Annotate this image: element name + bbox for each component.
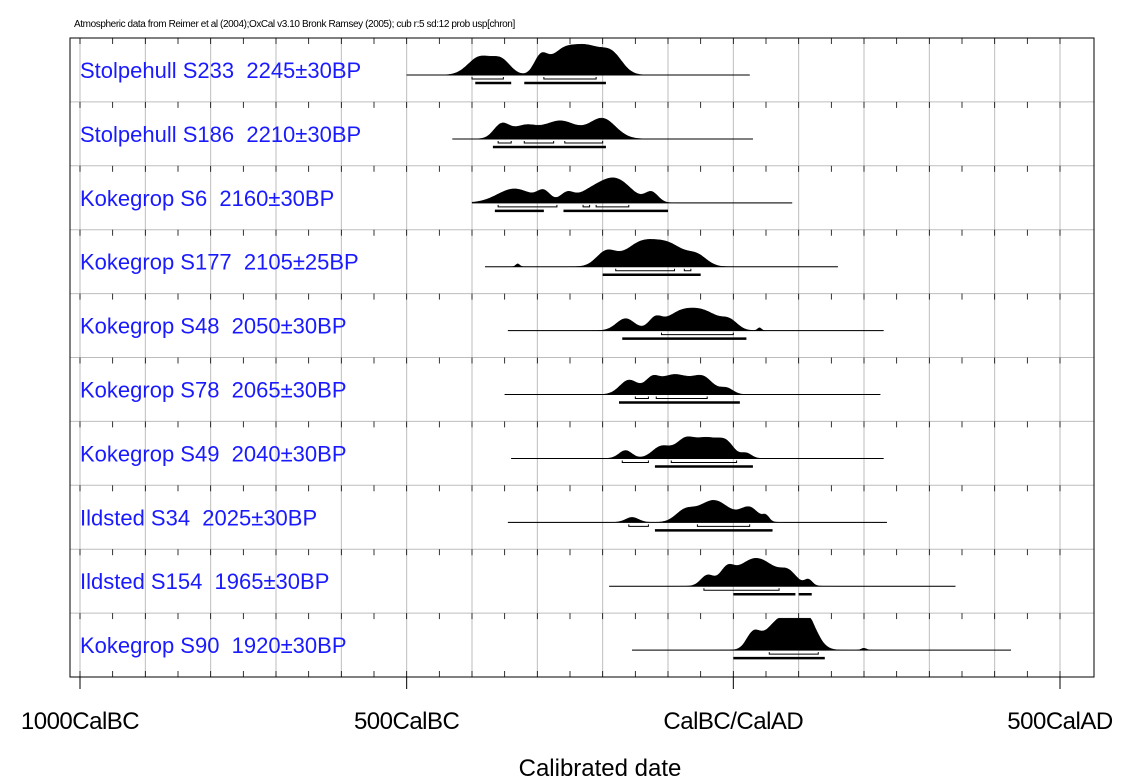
distribution-curve: [507, 500, 888, 523]
x-tick-label: 500CalAD: [1007, 708, 1113, 735]
hpd-68-range: [582, 204, 591, 208]
hpd-68-range: [670, 460, 738, 463]
x-tick-label: CalBC/CalAD: [663, 708, 803, 735]
hpd-68-range: [523, 140, 555, 144]
distribution-curve: [471, 177, 793, 204]
series-label: Kokegrop S6 2160±30BP: [80, 186, 334, 211]
distribution-curve: [631, 617, 1012, 651]
hpd-68-range: [543, 77, 597, 80]
distribution-curve: [504, 374, 881, 395]
hpd-68-range: [497, 204, 558, 208]
distribution-curve: [507, 307, 884, 331]
distributions: [406, 43, 1012, 660]
hpd-68-range: [768, 652, 819, 655]
distribution-curve: [452, 117, 754, 140]
hpd-68-range: [660, 332, 734, 336]
series-label: Kokegrop S90 1920±30BP: [80, 633, 347, 658]
hpd-68-range: [628, 524, 649, 527]
hpd-68-range: [615, 268, 676, 272]
series-label: Kokegrop S48 2050±30BP: [80, 314, 347, 339]
series-labels: Stolpehull S233 2245±30BP Stolpehull S186…: [80, 58, 361, 658]
chart-header: Atmospheric data from Reimer et al (2004…: [74, 19, 515, 30]
series-label: Ildsted S34 2025±30BP: [80, 505, 317, 530]
hpd-68-range: [497, 140, 512, 144]
x-tick-labels: 1000CalBC 500CalBC CalBC/CalAD 500CalAD: [21, 708, 1113, 735]
distribution-curve: [608, 558, 957, 587]
hpd-68-range: [595, 204, 630, 208]
hpd-68-range: [655, 396, 708, 400]
plot-frame: [69, 37, 1095, 678]
series-label: Kokegrop S177 2105±25BP: [80, 250, 359, 275]
distribution-curve: [406, 43, 751, 76]
hpd-68-range: [703, 588, 780, 591]
distribution-curve: [510, 436, 884, 459]
hpd-68-range: [683, 268, 692, 272]
hpd-68-range: [696, 524, 751, 527]
x-axis-title: Calibrated date: [519, 755, 682, 782]
series-label: Kokegrop S49 2040±30BP: [80, 441, 347, 466]
series-label: Stolpehull S186 2210±30BP: [80, 122, 361, 147]
series-label: Stolpehull S233 2245±30BP: [80, 58, 361, 83]
series-label: Kokegrop S78 2065±30BP: [80, 377, 347, 402]
x-tick-label: 500CalBC: [354, 708, 460, 735]
axis-ticks: [79, 38, 1061, 689]
hpd-68-range: [564, 140, 604, 144]
hpd-68-range: [471, 77, 504, 80]
hpd-68-range: [634, 396, 649, 400]
x-tick-label: 1000CalBC: [21, 708, 139, 735]
series-label: Ildsted S154 1965±30BP: [80, 569, 329, 594]
distribution-curve: [484, 239, 839, 268]
hpd-68-range: [621, 460, 649, 463]
